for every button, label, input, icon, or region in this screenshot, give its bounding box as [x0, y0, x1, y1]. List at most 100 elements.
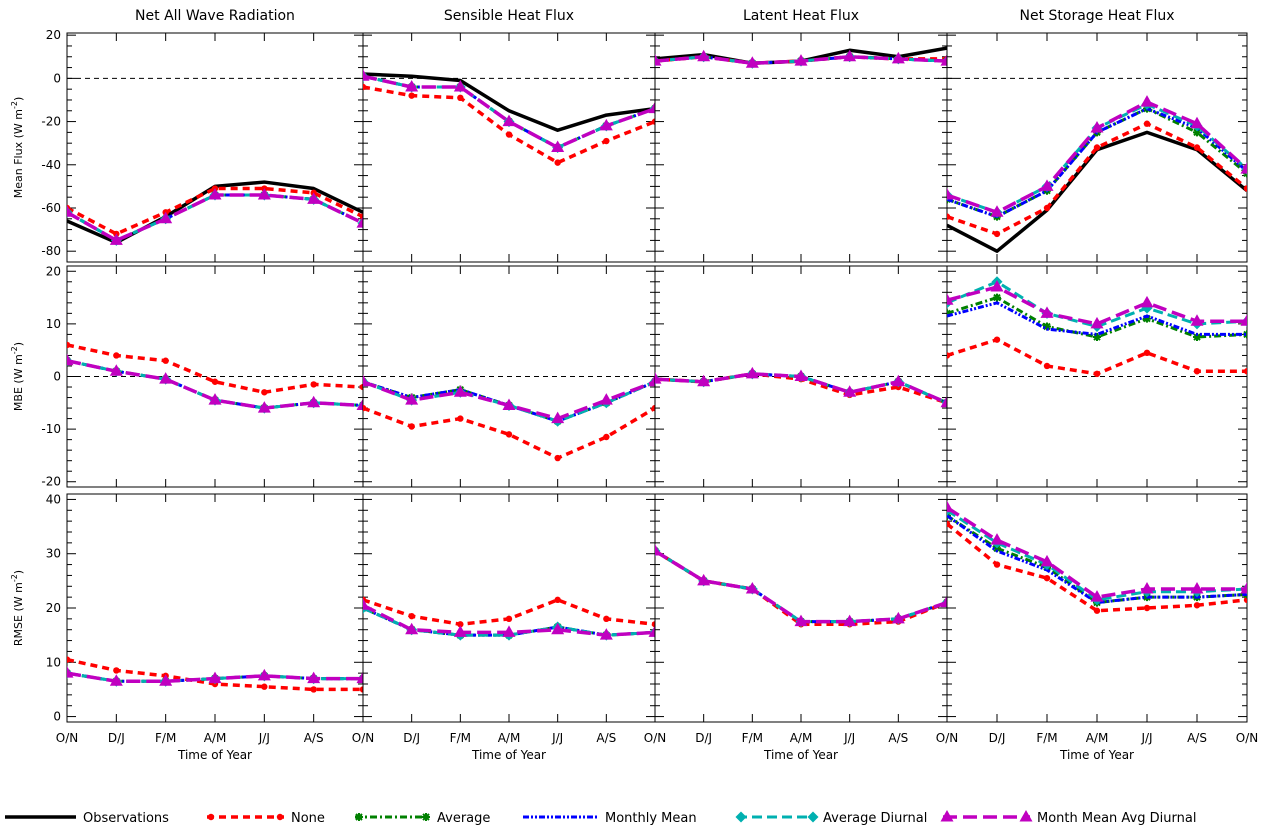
x-tick-label: A/S [596, 731, 616, 745]
data-point-mmad [891, 51, 905, 64]
data-point-mmad [1240, 162, 1247, 174]
data-point-mmad [648, 374, 655, 387]
data-point-none [1193, 602, 1201, 609]
series-group [363, 374, 655, 462]
y-tick-label: 0 [53, 71, 61, 85]
data-point-mmad [453, 80, 467, 92]
data-point-mmad [940, 595, 947, 608]
data-point-avg [1043, 322, 1051, 331]
data-point-mmad [1190, 582, 1204, 594]
data-point-mmad [257, 668, 271, 681]
y-axis-label-exponent: -2 [10, 101, 19, 109]
y-tick-label: -60 [41, 201, 61, 215]
data-point-avg [1093, 333, 1101, 342]
data-point-none [603, 433, 610, 441]
data-point-mmad [208, 393, 222, 405]
panel [362, 32, 656, 263]
legend-item-obs: Observations [5, 811, 169, 826]
data-point-mmad [1040, 306, 1054, 318]
data-point-mmad [502, 625, 516, 637]
data-point-mmad [1140, 95, 1154, 107]
data-point-none [363, 404, 367, 412]
legend-label: Month Mean Avg Diurnal [1037, 811, 1196, 826]
y-tick-label: 30 [46, 547, 61, 561]
legend-swatch-marker [355, 813, 363, 821]
y-tick-label: -80 [41, 244, 61, 258]
legend-label: Observations [83, 811, 169, 826]
data-point-none [211, 378, 219, 385]
data-point-mmad [356, 216, 363, 228]
panel [654, 265, 948, 488]
data-point-none [505, 615, 513, 623]
data-point-mmad [655, 544, 662, 556]
series-group [363, 596, 655, 641]
panel-frame [362, 493, 656, 723]
x-tick-label: A/M [790, 731, 813, 745]
data-point-none [1143, 349, 1151, 357]
data-point-mmad [363, 598, 370, 610]
x-tick-label: O/N [1236, 731, 1258, 745]
data-point-mmad [307, 671, 321, 684]
data-point-mmad [257, 188, 271, 200]
data-point-none [554, 596, 561, 604]
data-point-mmad [648, 101, 655, 114]
y-tick-label: 20 [46, 264, 61, 278]
x-tick-label: J/J [843, 731, 855, 745]
legend-swatch-marker [807, 811, 819, 823]
data-point-mmad [940, 54, 947, 66]
data-point-none [993, 336, 1001, 343]
data-point-mmad [891, 374, 905, 387]
x-tick-label: A/M [1086, 731, 1109, 745]
x-tick-label: D/J [403, 731, 420, 745]
legend-swatch-marker [276, 813, 284, 821]
data-point-none [947, 520, 951, 528]
data-point-mmad [307, 395, 321, 408]
panel [946, 32, 1248, 263]
data-point-none [1243, 368, 1247, 375]
y-axis-label: MBE (W m-2) [10, 342, 25, 411]
data-point-mmad [356, 671, 363, 684]
x-tick-label: D/J [989, 731, 1006, 745]
series-group [363, 69, 655, 166]
data-point-mmad [794, 54, 808, 66]
data-point-none [947, 213, 951, 220]
data-point-mmad [453, 625, 467, 637]
x-axis-label: Time of Year [177, 748, 252, 762]
data-point-none [1043, 204, 1051, 212]
data-point-mmad [745, 366, 759, 379]
x-tick-label: J/J [258, 731, 270, 745]
data-point-mmad [1090, 590, 1104, 602]
data-point-mmad [843, 385, 857, 397]
y-axis-label-text: Mean Flux (W m [12, 109, 25, 198]
data-point-mmad [67, 353, 74, 366]
data-point-none [113, 667, 120, 674]
data-point-none [651, 118, 655, 125]
data-point-mmad [551, 411, 565, 424]
data-point-mmad [745, 582, 759, 594]
data-point-mmad [947, 293, 954, 305]
data-point-none [603, 137, 610, 145]
series-line-none [947, 337, 1247, 376]
data-point-mmad [1090, 316, 1104, 329]
panel: D/J F/M A/M J/J A/S O/N Time of Year [654, 493, 958, 762]
series-group [947, 276, 1247, 378]
series-group [67, 341, 363, 414]
data-point-none [261, 683, 268, 690]
y-axis-label-text: MBE (W m [12, 354, 25, 411]
column-title: Latent Heat Flux [743, 8, 859, 24]
x-tick-label: D/J [695, 731, 712, 745]
x-tick-label: A/M [204, 731, 227, 745]
series-line-ad [655, 549, 947, 624]
y-tick-label: 10 [46, 317, 61, 331]
data-point-avg [993, 293, 1001, 302]
data-point-mmad [947, 500, 954, 513]
x-tick-label: A/S [304, 731, 324, 745]
data-point-mmad [745, 56, 759, 68]
data-point-mmad [990, 280, 1004, 292]
data-point-mmad [502, 398, 516, 410]
panel [654, 32, 948, 263]
data-point-none [1193, 144, 1201, 151]
panel-frame [654, 32, 948, 263]
data-point-avg [1143, 314, 1151, 323]
y-axis-label-exponent: -2 [10, 346, 19, 354]
